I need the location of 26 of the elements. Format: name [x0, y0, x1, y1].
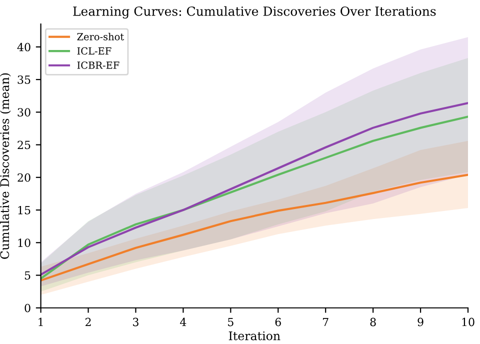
x-tick-label: 2 [85, 318, 91, 326]
x-tick-label: 6 [275, 318, 281, 326]
legend-label: Zero-shot [77, 32, 124, 40]
x-tick-label: 5 [228, 318, 234, 326]
y-tick-label: 40 [17, 42, 30, 52]
y-axis-title: Cumulative Discoveries (mean) [0, 73, 11, 259]
line-series [40, 174, 468, 282]
y-tick-label: 10 [18, 238, 30, 248]
y-tick-label: 30 [18, 108, 30, 117]
x-axis-title: Iteration [228, 331, 280, 340]
x-tick-label: 1 [38, 318, 43, 326]
y-tick-label: 20 [18, 173, 30, 182]
legend-label: ICBR-EF [77, 62, 120, 69]
x-tick-label: 4 [180, 318, 186, 326]
y-tick-label: 35 [18, 76, 30, 84]
y-tick-label: 0 [24, 304, 30, 312]
chart-title: Learning Curves: Cumulative Discoveries Over Iterations [73, 6, 436, 19]
x-tick-label: 7 [323, 318, 328, 326]
x-tick-label: 3 [133, 318, 138, 326]
legend-label: ICL-EF [77, 47, 112, 55]
x-tick-label: 8 [370, 318, 376, 326]
x-tick-label: 10 [462, 318, 474, 326]
y-tick-label: 5 [24, 271, 30, 280]
x-tick-label: 9 [418, 318, 424, 326]
y-tick-label: 15 [18, 206, 30, 214]
y-tick-label: 25 [18, 140, 30, 150]
